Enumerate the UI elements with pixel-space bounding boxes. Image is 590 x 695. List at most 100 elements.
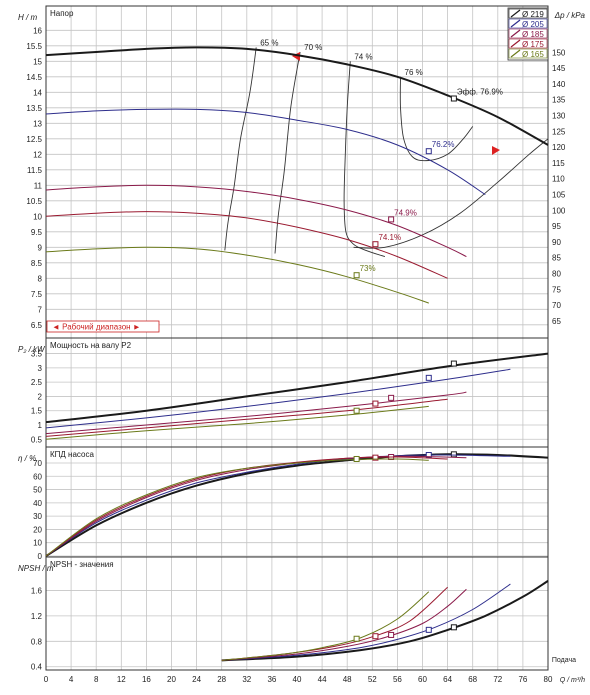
working-range-label: ◄ Рабочий диапазон ► <box>52 323 141 332</box>
y-right-tick-label: 65 <box>552 317 561 326</box>
y-tick-label: 2.5 <box>31 378 43 387</box>
legend-item <box>508 8 548 19</box>
series-curve-power <box>45 398 448 437</box>
y-right-tick-label: 120 <box>552 143 566 152</box>
series-curve-head <box>45 211 448 279</box>
y-tick-label: 1.2 <box>31 612 43 621</box>
duty-point-label: 74.1% <box>378 233 401 242</box>
x-tick-label: 20 <box>167 675 176 684</box>
y-axis-label-head: H / m <box>18 13 37 22</box>
iso-efficiency-curve <box>274 51 301 254</box>
panel-title-npsh: NPSH - значения <box>50 560 114 569</box>
series-curve-head <box>45 108 486 196</box>
y-tick-label: 70 <box>33 459 42 468</box>
y-right-tick-label: 90 <box>552 238 561 247</box>
duty-point-marker <box>372 633 379 640</box>
series-curve-efficiency <box>45 455 467 557</box>
legend-swatch <box>510 19 521 28</box>
duty-point-marker <box>353 455 360 462</box>
panel-title-head: Напор <box>50 9 74 18</box>
duty-point-marker <box>353 635 360 642</box>
y-right-tick-label: 75 <box>552 285 561 294</box>
iso-efficiency-label: 74 % <box>354 52 372 61</box>
y-tick-label: 50 <box>33 486 42 495</box>
series-curve-efficiency <box>45 454 511 557</box>
x-tick-label: 24 <box>192 675 201 684</box>
y-tick-label: 0.4 <box>31 663 43 672</box>
y-tick-label: 30 <box>33 512 42 521</box>
duty-point-marker <box>353 272 360 279</box>
panel-frame-npsh <box>45 556 549 671</box>
y-tick-label: 0.5 <box>31 435 43 444</box>
y-tick-label: 15.5 <box>26 42 42 51</box>
y-axis-label-power: P₂ / kW <box>18 345 46 354</box>
x-tick-label: 4 <box>69 675 74 684</box>
y-tick-label: 14 <box>33 88 42 97</box>
y-tick-label: 6.5 <box>31 321 43 330</box>
x-tick-label: 52 <box>368 675 377 684</box>
series-curve-efficiency <box>45 458 429 557</box>
iso-efficiency-label: 65 % <box>260 38 278 47</box>
x-tick-label: 64 <box>443 675 452 684</box>
x-tick-label: 12 <box>117 675 126 684</box>
y-right-tick-label: 130 <box>552 111 566 120</box>
series-curve-npsh <box>221 588 467 661</box>
duty-point-label: 73% <box>360 264 376 273</box>
series-curve-head <box>45 46 549 146</box>
y-tick-label: 40 <box>33 499 42 508</box>
y-tick-label: 14.5 <box>26 73 42 82</box>
y-right-tick-label: 145 <box>552 64 566 73</box>
duty-point-marker <box>450 451 457 458</box>
working-range-box <box>46 320 160 333</box>
y-right-tick-label: 85 <box>552 254 561 263</box>
series-curve-npsh <box>221 580 549 662</box>
y-tick-label: 12.5 <box>26 135 42 144</box>
y-tick-label: 12 <box>33 150 42 159</box>
duty-point-marker <box>372 241 379 248</box>
series-curve-head <box>45 184 467 258</box>
y-right-tick-label: 125 <box>552 127 566 136</box>
y-right-tick-label: 80 <box>552 269 561 278</box>
y-tick-label: 8 <box>38 274 43 283</box>
series-curve-power <box>45 352 549 424</box>
y-right-tick-label: 150 <box>552 48 566 57</box>
y-axis-label-npsh: NPSH / m <box>18 564 54 573</box>
y-tick-label: 9.5 <box>31 228 43 237</box>
y-tick-label: 10 <box>33 539 42 548</box>
x-tick-label: 68 <box>468 675 477 684</box>
y-right-tick-label: 140 <box>552 80 566 89</box>
iso-efficiency-curve <box>224 47 257 251</box>
x-tick-label: 80 <box>544 675 553 684</box>
y-tick-label: 3.5 <box>31 350 43 359</box>
y-right-tick-label: 100 <box>552 206 566 215</box>
y-tick-label: 10.5 <box>26 197 42 206</box>
x-tick-label: 28 <box>217 675 226 684</box>
y-right-axis-label: Δp / kPa <box>554 11 586 20</box>
y-right-tick-label: 70 <box>552 301 561 310</box>
duty-point-marker <box>388 216 395 223</box>
y-tick-label: 8.5 <box>31 259 43 268</box>
y-right-tick-label: 105 <box>552 190 566 199</box>
duty-point-label: Эфф. 76.9% <box>457 88 503 97</box>
duty-point-marker <box>450 360 457 367</box>
legend-swatch <box>510 9 521 18</box>
y-right-tick-label: 95 <box>552 222 561 231</box>
legend-item <box>508 48 548 59</box>
y-tick-label: 2 <box>38 392 43 401</box>
y-tick-label: 11.5 <box>27 166 43 175</box>
iso-efficiency-curve <box>343 61 386 258</box>
series-curve-npsh <box>221 591 430 661</box>
legend-swatch <box>510 39 521 48</box>
legend-swatch <box>510 49 521 58</box>
y-right-tick-label: 115 <box>552 159 565 168</box>
x-tick-label: 76 <box>518 675 527 684</box>
iso-efficiency-curve <box>353 138 549 249</box>
x-tick-label: 72 <box>493 675 502 684</box>
series-curve-head <box>45 246 429 304</box>
y-tick-label: 3 <box>38 364 43 373</box>
x-tick-label: 60 <box>418 675 427 684</box>
y-tick-label: 10 <box>33 212 42 221</box>
y-tick-label: 20 <box>33 525 42 534</box>
legend-swatch <box>510 29 521 38</box>
x-tick-label: 56 <box>393 675 402 684</box>
